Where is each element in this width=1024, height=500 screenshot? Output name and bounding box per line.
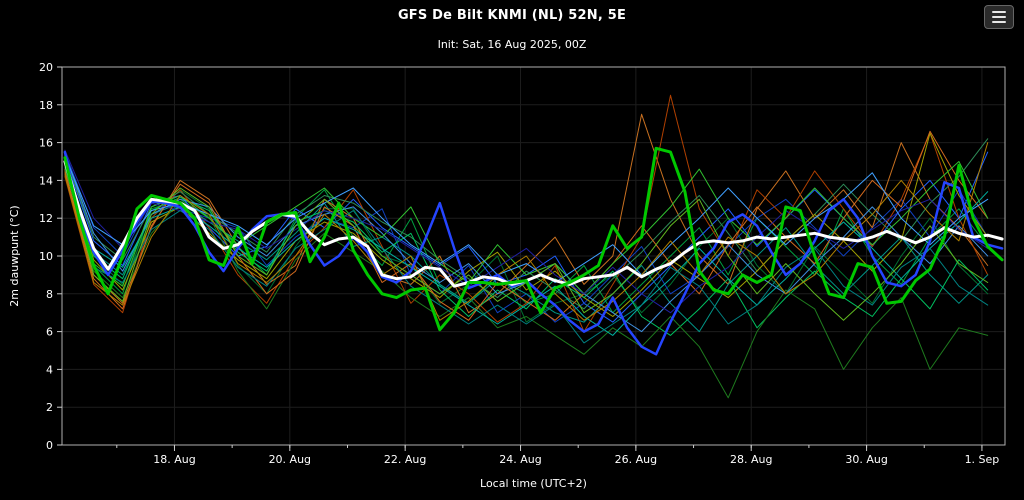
x-tick-label: 28. Aug xyxy=(730,453,772,466)
y-tick-label: 8 xyxy=(46,288,53,301)
y-tick-label: 12 xyxy=(39,212,53,225)
x-axis-label: Local time (UTC+2) xyxy=(480,477,587,490)
ensemble-member-20-line xyxy=(64,142,989,321)
y-tick-label: 2 xyxy=(46,401,53,414)
ensemble-member-13-line xyxy=(64,130,989,321)
y-tick-label: 16 xyxy=(39,137,53,150)
ensemble-member-11-line xyxy=(64,162,989,399)
x-tick-label: 24. Aug xyxy=(499,453,541,466)
x-tick-label: 26. Aug xyxy=(615,453,657,466)
y-axis-label: 2m dauwpunt (°C) xyxy=(8,205,21,306)
ensemble-member-17-line xyxy=(64,166,989,344)
ensemble-member-07-line xyxy=(64,161,989,333)
y-tick-label: 10 xyxy=(39,250,53,263)
ensemble-member-16-line xyxy=(64,149,989,314)
operational-run-green-line xyxy=(63,146,1004,332)
x-tick-label: 30. Aug xyxy=(845,453,887,466)
menu-button[interactable] xyxy=(984,5,1014,29)
y-tick-label: 6 xyxy=(46,326,53,339)
ensemble-member-05-line xyxy=(64,113,989,314)
ensemble-mean-white-line xyxy=(63,160,1004,288)
ensemble-member-14-line xyxy=(64,161,989,336)
init-time-subtitle: Init: Sat, 16 Aug 2025, 00Z xyxy=(437,38,587,51)
x-tick-label: 20. Aug xyxy=(269,453,311,466)
control-run-blue-line xyxy=(63,150,1004,356)
y-tick-label: 18 xyxy=(39,99,53,112)
x-tick-label: 1. Sep xyxy=(965,453,1000,466)
x-tick-label: 18. Aug xyxy=(153,453,195,466)
ensemble-member-03-line xyxy=(64,151,989,323)
y-tick-label: 0 xyxy=(46,439,53,452)
y-tick-label: 20 xyxy=(39,61,53,74)
x-tick-label: 22. Aug xyxy=(384,453,426,466)
y-tick-label: 4 xyxy=(46,363,53,376)
y-tick-label: 14 xyxy=(39,174,53,187)
page-title: GFS De Bilt KNMI (NL) 52N, 5E xyxy=(397,8,627,23)
ensemble-member-04-line xyxy=(64,151,989,323)
